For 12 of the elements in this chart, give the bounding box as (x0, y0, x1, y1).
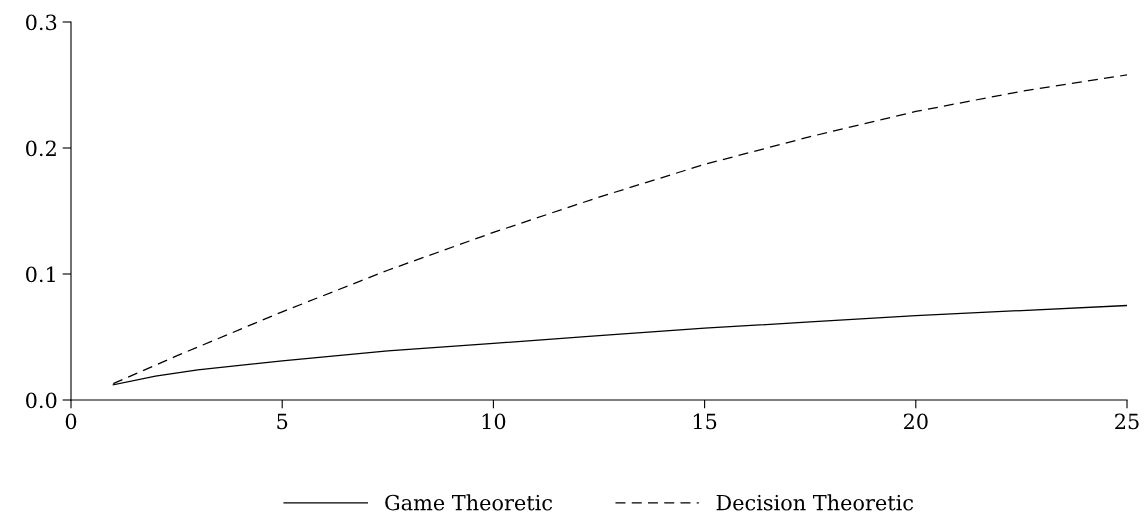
x-tick-label: 5 (277, 413, 288, 430)
legend-label: Game Theoretic (385, 494, 553, 511)
y-tick-label: 0.3 (26, 14, 57, 31)
x-tick-label: 25 (1115, 413, 1139, 430)
x-tick-label: 20 (903, 413, 928, 430)
x-tick-label: 0 (65, 413, 77, 430)
x-tick-label: 10 (482, 413, 506, 430)
y-tick-label: 0.0 (26, 392, 57, 409)
x-tick-label: 15 (693, 413, 717, 430)
y-tick-label: 0.1 (26, 266, 55, 283)
y-tick-label: 0.2 (26, 140, 56, 157)
legend-label: Decision Theoretic (716, 494, 914, 511)
